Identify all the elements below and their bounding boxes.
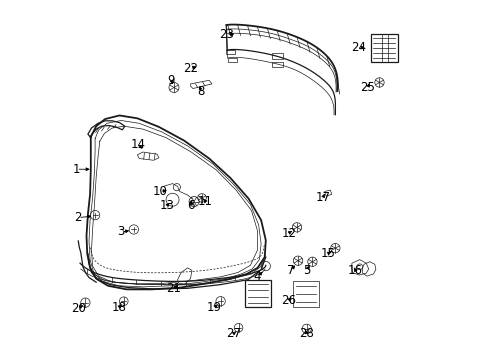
Text: 3: 3: [118, 225, 125, 238]
Text: 1: 1: [73, 163, 80, 176]
Text: 25: 25: [360, 81, 375, 94]
Text: 12: 12: [281, 226, 296, 239]
Text: 15: 15: [321, 247, 336, 260]
Text: 4: 4: [254, 270, 261, 283]
Text: 20: 20: [71, 302, 86, 315]
Text: 26: 26: [281, 294, 296, 307]
Text: 19: 19: [207, 301, 222, 314]
Text: 17: 17: [316, 191, 331, 204]
Text: 9: 9: [168, 74, 175, 87]
Text: 13: 13: [159, 199, 174, 212]
Text: 28: 28: [299, 327, 314, 340]
Text: 14: 14: [131, 138, 146, 151]
Text: 23: 23: [219, 28, 234, 41]
Text: 10: 10: [152, 185, 167, 198]
Text: 24: 24: [351, 41, 367, 54]
Bar: [226, 50, 235, 54]
Text: 16: 16: [348, 264, 363, 277]
Text: 8: 8: [197, 85, 205, 98]
Text: 22: 22: [183, 62, 198, 75]
Text: 27: 27: [226, 327, 241, 340]
Text: 6: 6: [187, 199, 194, 212]
Text: 5: 5: [303, 264, 310, 277]
Bar: [272, 62, 283, 67]
Text: 2: 2: [74, 211, 82, 224]
Bar: [272, 53, 283, 59]
Text: 21: 21: [167, 282, 181, 295]
Bar: [228, 58, 237, 62]
Text: 7: 7: [287, 264, 294, 277]
Text: 11: 11: [198, 195, 213, 208]
Text: 18: 18: [111, 301, 126, 314]
